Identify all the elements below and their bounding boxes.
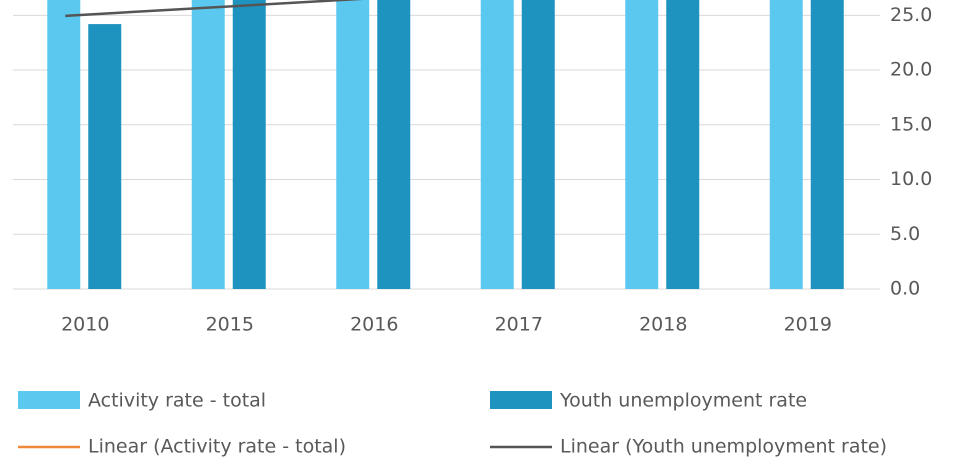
x-tick-label: 2016 <box>350 314 398 336</box>
bar <box>232 0 266 289</box>
bar <box>666 0 700 289</box>
axis: 0.0 5.0 10.0 15.0 20.0 25.0 2010 2015 2016 2017 20… <box>61 4 932 336</box>
bar <box>810 0 844 290</box>
plot-area <box>47 0 844 290</box>
x-tick-label: 2015 <box>206 314 254 336</box>
x-tick-label: 2010 <box>61 314 109 336</box>
bar <box>336 0 370 289</box>
bar <box>480 0 514 289</box>
grid <box>13 14 880 290</box>
bar <box>377 0 411 289</box>
trendline <box>65 0 364 18</box>
y-tick-label: 15.0 <box>890 113 932 135</box>
x-tick-label: 2017 <box>495 314 543 336</box>
legend-swatch <box>18 391 80 409</box>
bar <box>88 24 122 289</box>
legend: Activity rate - total Youth unemployment … <box>18 390 887 458</box>
y-tick-label: 10.0 <box>890 168 932 190</box>
legend-label: Linear (Youth unemployment rate) <box>560 436 887 458</box>
legend-swatch <box>490 391 552 409</box>
y-tick-label: 25.0 <box>890 4 932 26</box>
legend-label: Activity rate - total <box>88 390 266 412</box>
x-tick-label: 2019 <box>784 314 832 336</box>
y-tick-label: 0.0 <box>890 278 920 300</box>
bar <box>521 0 555 289</box>
bar <box>47 0 81 290</box>
legend-label: Youth unemployment rate <box>559 390 807 412</box>
legend-label: Linear (Activity rate - total) <box>88 436 346 458</box>
bar <box>769 0 803 289</box>
y-tick-label: 20.0 <box>890 59 932 81</box>
bar <box>625 0 659 289</box>
bar <box>191 0 225 289</box>
x-tick-label: 2018 <box>639 314 687 336</box>
y-tick-label: 5.0 <box>890 223 920 245</box>
